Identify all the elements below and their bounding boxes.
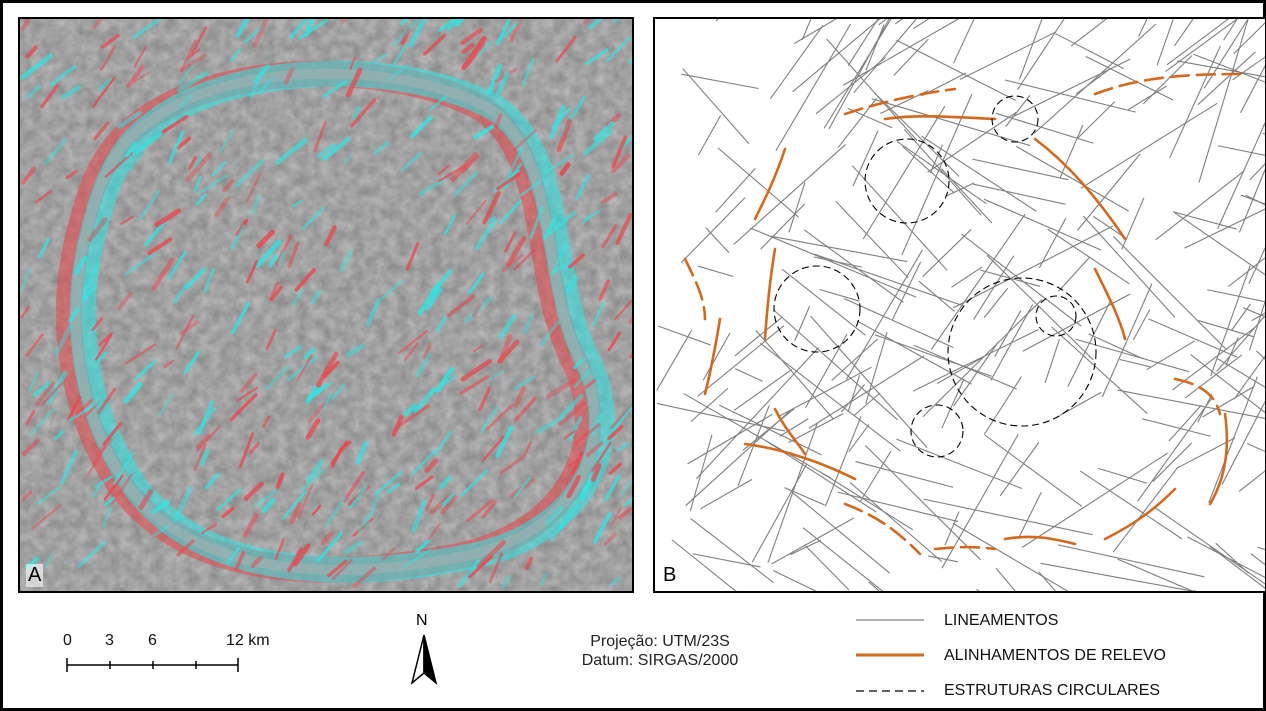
legend-label-lineamentos: LINEAMENTOS (944, 612, 1059, 629)
datum-line: Datum: SIRGAS/2000 (581, 652, 739, 669)
projection-line: Projeção: UTM/23S (590, 633, 730, 650)
legend-label-estruturas: ESTRUTURAS CIRCULARES (944, 682, 1161, 699)
panel-a-relief-image: A (18, 17, 634, 593)
relief-anaglyph (20, 19, 632, 591)
scale-tick-6: 6 (148, 632, 157, 649)
structural-lineament-map (656, 19, 1265, 591)
projection-info: Projeção: UTM/23S Datum: SIRGAS/2000 (560, 632, 760, 670)
scale-tick-12: 12 km (226, 632, 270, 649)
panel-b-structural-map: B (653, 17, 1266, 593)
north-arrow-icon (410, 634, 438, 686)
legend-label-alinhamentos: ALINHAMENTOS DE RELEVO (944, 647, 1166, 664)
scale-tick-0: 0 (63, 632, 72, 649)
panel-a-label: A (26, 564, 44, 587)
panel-b-label: B (663, 564, 677, 586)
north-label: N (416, 612, 428, 629)
scale-tick-3: 3 (105, 632, 114, 649)
